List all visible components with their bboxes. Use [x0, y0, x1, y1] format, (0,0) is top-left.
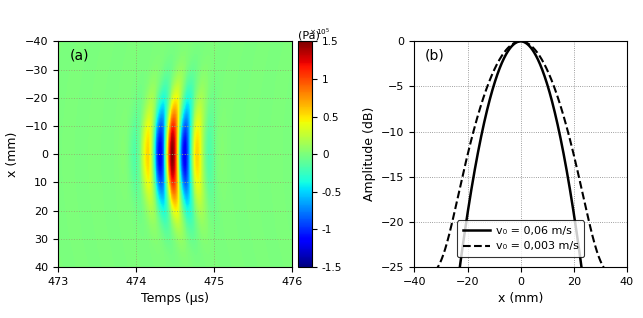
Line: v₀ = 0,06 m/s: v₀ = 0,06 m/s	[414, 41, 627, 318]
v₀ = 0,06 m/s	[557, 136, 565, 140]
X-axis label: Temps (μs): Temps (μs)	[141, 292, 209, 305]
Text: $_{\times\,10^5}$: $_{\times\,10^5}$	[309, 27, 331, 38]
Legend: v₀ = 0,06 m/s, v₀ = 0,003 m/s: v₀ = 0,06 m/s, v₀ = 0,003 m/s	[457, 220, 584, 257]
v₀ = 0,003 m/s	[432, 268, 440, 272]
v₀ = 0,06 m/s	[517, 39, 525, 43]
v₀ = 0,003 m/s	[623, 276, 631, 280]
Text: (a): (a)	[69, 48, 89, 62]
v₀ = 0,003 m/s	[504, 46, 512, 50]
v₀ = 0,003 m/s	[496, 56, 504, 60]
v₀ = 0,003 m/s	[517, 39, 525, 43]
v₀ = 0,003 m/s	[410, 276, 418, 280]
v₀ = 0,06 m/s	[496, 65, 504, 68]
Text: (b): (b)	[425, 48, 445, 62]
v₀ = 0,06 m/s	[580, 285, 588, 289]
v₀ = 0,06 m/s	[577, 257, 584, 260]
v₀ = 0,003 m/s	[557, 104, 565, 108]
v₀ = 0,003 m/s	[580, 198, 588, 202]
Y-axis label: Amplitude (dB): Amplitude (dB)	[363, 107, 376, 201]
Line: v₀ = 0,003 m/s: v₀ = 0,003 m/s	[414, 41, 627, 278]
v₀ = 0,003 m/s	[577, 181, 584, 185]
Text: (Pa): (Pa)	[298, 31, 320, 41]
X-axis label: x (mm): x (mm)	[498, 292, 543, 305]
Y-axis label: x (mm): x (mm)	[6, 132, 19, 177]
v₀ = 0,06 m/s	[504, 49, 512, 53]
